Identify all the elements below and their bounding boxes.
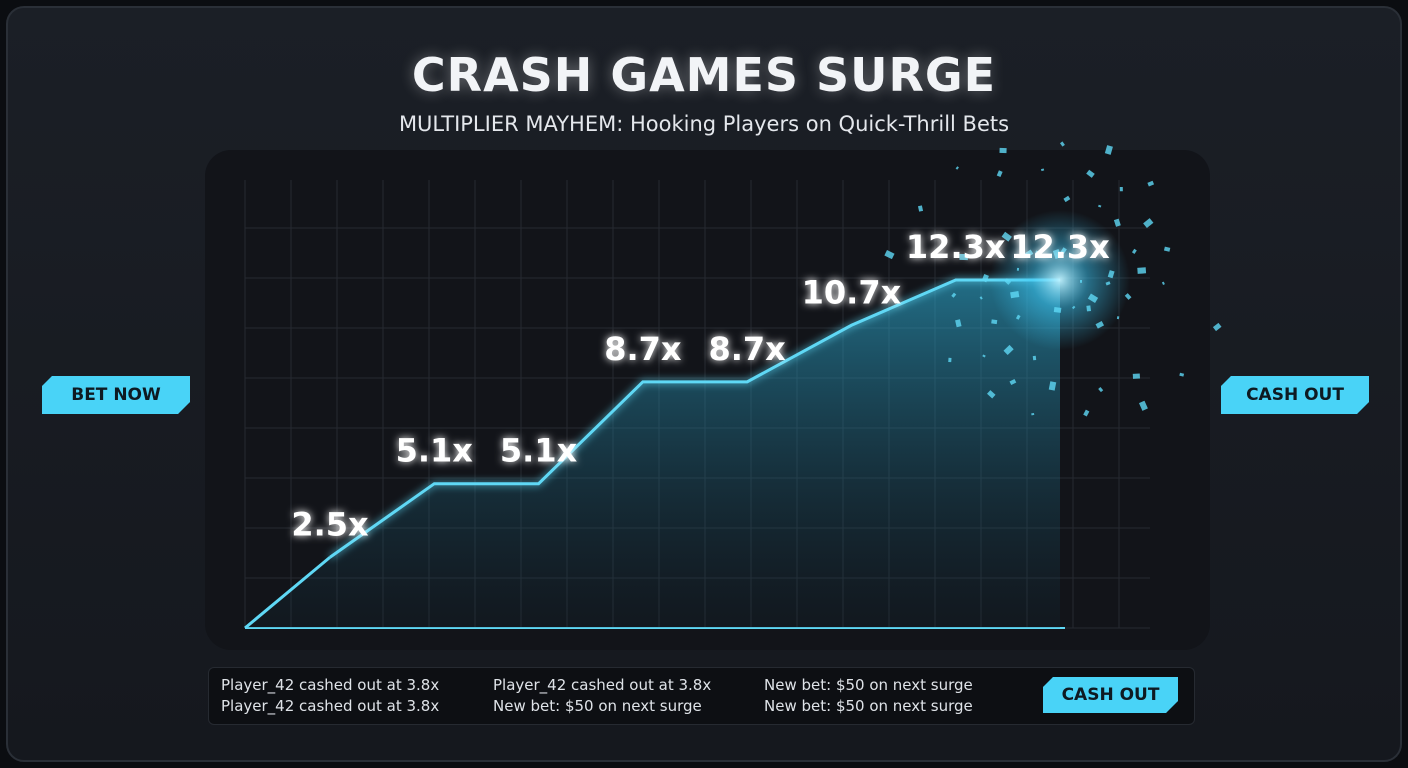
shard bbox=[979, 296, 983, 300]
shard bbox=[1024, 249, 1034, 258]
feed-item: New bet: $50 on next surge bbox=[764, 676, 973, 694]
feed-item: Player_42 cashed out at 3.8x bbox=[493, 676, 712, 694]
shard bbox=[917, 205, 924, 212]
value-label: 12.3x bbox=[1010, 228, 1110, 266]
title: CRASH GAMES SURGE bbox=[411, 48, 997, 102]
shard bbox=[1131, 248, 1137, 254]
shard bbox=[1004, 278, 1012, 285]
value-label: 5.1x bbox=[396, 432, 474, 470]
cash-out-button[interactable]: CASH OUT bbox=[1221, 376, 1369, 414]
burst-glow bbox=[990, 210, 1130, 350]
shard bbox=[1139, 400, 1148, 411]
shard bbox=[1212, 322, 1222, 332]
shard bbox=[1071, 305, 1076, 310]
shard bbox=[982, 354, 986, 358]
value-label: 2.5x bbox=[291, 505, 369, 543]
shard bbox=[1137, 267, 1147, 274]
area bbox=[245, 280, 1060, 628]
feed-item: New bet: $50 on next surge bbox=[493, 697, 702, 715]
line-start bbox=[244, 556, 331, 630]
line bbox=[329, 278, 1060, 559]
shard bbox=[1035, 250, 1041, 255]
shard bbox=[999, 147, 1007, 154]
value-label: 8.7x bbox=[708, 330, 786, 368]
shard bbox=[1161, 281, 1165, 285]
feed-item: Player_42 cashed out at 3.8x bbox=[221, 697, 440, 715]
shard bbox=[1107, 270, 1115, 279]
shard bbox=[1060, 141, 1065, 147]
cash-out-feed-button[interactable]: CASH OUT bbox=[1043, 677, 1178, 713]
shard bbox=[1031, 412, 1035, 416]
shard bbox=[951, 292, 957, 298]
shard bbox=[1016, 267, 1020, 271]
shard bbox=[1032, 355, 1037, 361]
shard bbox=[1086, 305, 1092, 312]
shard bbox=[955, 166, 959, 170]
shard bbox=[1113, 218, 1121, 227]
shard bbox=[1132, 373, 1141, 379]
shard bbox=[1083, 409, 1090, 417]
shard bbox=[1060, 247, 1067, 255]
shard bbox=[1001, 231, 1012, 242]
shard bbox=[884, 250, 895, 260]
shard bbox=[1052, 249, 1062, 259]
shard bbox=[1098, 387, 1104, 393]
shard bbox=[1119, 186, 1123, 192]
shard bbox=[1040, 168, 1045, 172]
shard bbox=[1010, 291, 1020, 299]
shard bbox=[1003, 344, 1014, 356]
shard bbox=[1063, 195, 1071, 203]
shard bbox=[1009, 378, 1017, 386]
shard bbox=[991, 319, 998, 325]
shard bbox=[996, 170, 1003, 178]
bet-now-button[interactable]: BET NOW bbox=[42, 376, 190, 414]
subtitle: MULTIPLIER MAYHEM: Hooking Players on Qu… bbox=[398, 112, 1010, 136]
shard bbox=[1147, 180, 1155, 187]
feed-item: New bet: $50 on next surge bbox=[764, 697, 973, 715]
shard bbox=[1053, 307, 1062, 313]
value-label: 10.7x bbox=[802, 273, 902, 311]
shard bbox=[1098, 204, 1102, 208]
activity-feed: Player_42 cashed out at 3.8x Player_42 c… bbox=[208, 667, 1195, 725]
value-label: 5.1x bbox=[500, 432, 578, 470]
shard bbox=[948, 357, 952, 363]
value-label: 12.3x bbox=[906, 228, 1006, 266]
shard bbox=[1095, 320, 1105, 329]
shard bbox=[1116, 316, 1120, 320]
shard bbox=[1103, 251, 1107, 255]
shard bbox=[1080, 280, 1082, 283]
shard bbox=[1124, 293, 1132, 300]
shard bbox=[993, 248, 999, 253]
shard bbox=[955, 319, 962, 328]
shard bbox=[1086, 169, 1095, 178]
shard bbox=[1048, 381, 1057, 391]
feed-item: Player_42 cashed out at 3.8x bbox=[221, 676, 440, 694]
shard bbox=[987, 390, 996, 399]
shard bbox=[1143, 218, 1154, 229]
shard bbox=[1179, 372, 1185, 377]
shard bbox=[1104, 145, 1113, 155]
shard bbox=[1087, 293, 1099, 304]
shard bbox=[959, 253, 968, 261]
shard bbox=[981, 274, 989, 283]
shard bbox=[1015, 314, 1021, 320]
shard bbox=[1163, 246, 1171, 252]
value-label: 8.7x bbox=[604, 330, 682, 368]
shard bbox=[1105, 281, 1111, 286]
